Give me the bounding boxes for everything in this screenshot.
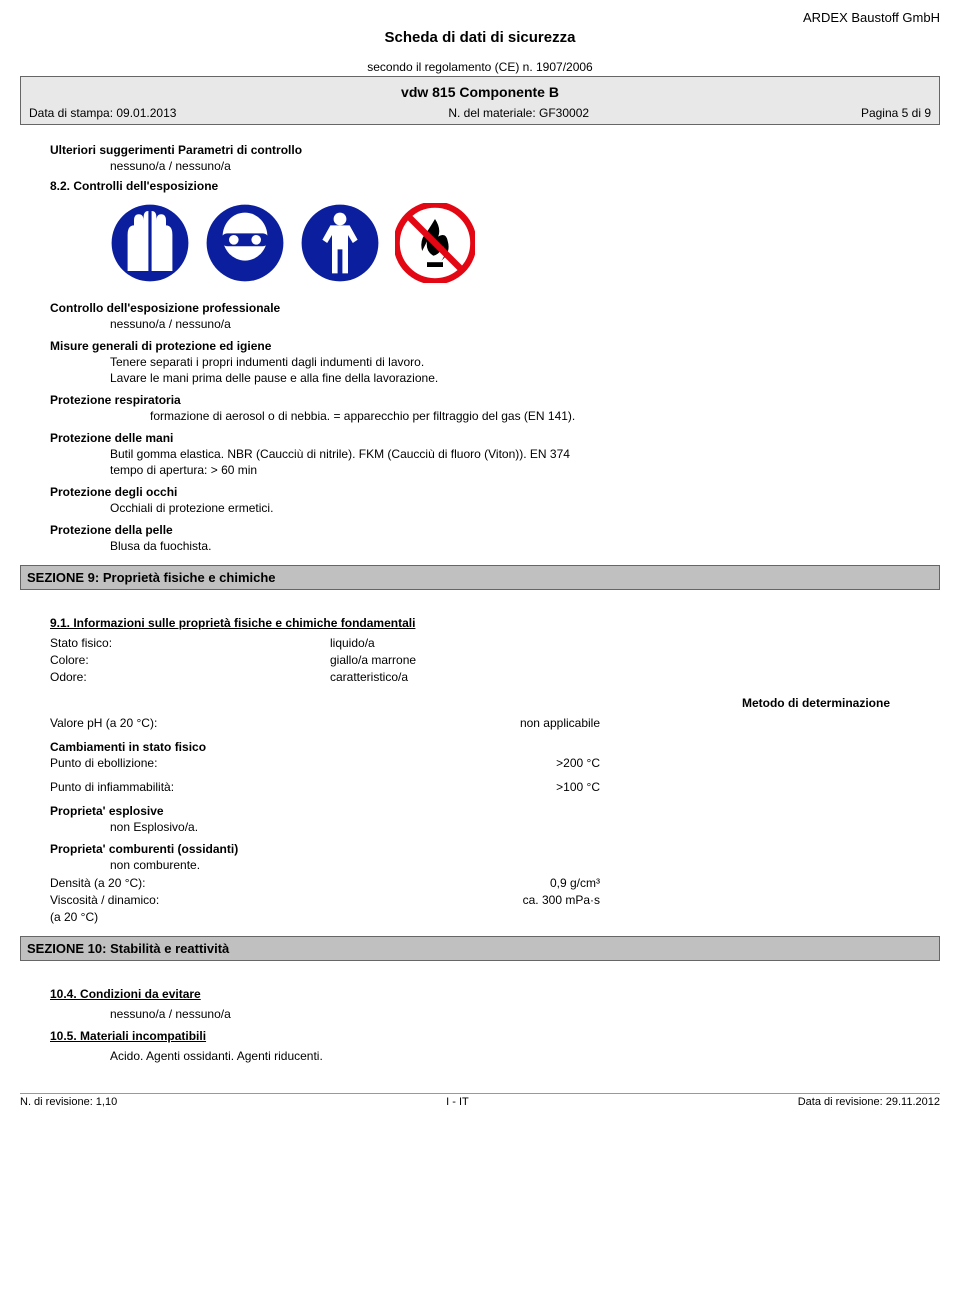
- main-content: Ulteriori suggerimenti Parametri di cont…: [20, 125, 940, 553]
- row-odore: Odore: caratteristico/a: [50, 670, 910, 684]
- infiam-value: >100 °C: [330, 780, 770, 794]
- no-fire-icon: [395, 203, 475, 283]
- section-10-header: SEZIONE 10: Stabilità e reattività: [20, 936, 940, 961]
- document-title: Scheda di dati di sicurezza: [20, 29, 940, 46]
- row-eboll: Punto di ebollizione: >200 °C: [50, 756, 910, 770]
- header-meta-row: Data di stampa: 09.01.2013 N. del materi…: [29, 106, 931, 120]
- eboll-label: Punto di ebollizione:: [50, 756, 330, 770]
- pelle-text: Blusa da fuochista.: [110, 539, 910, 553]
- mani-title: Protezione delle mani: [50, 431, 910, 445]
- dens-value: 0,9 g/cm³: [330, 876, 770, 890]
- pelle-title: Protezione della pelle: [50, 523, 910, 537]
- s104-title: 10.4. Condizioni da evitare: [50, 987, 910, 1001]
- footer: N. di revisione: 1,10 I - IT Data di rev…: [20, 1093, 940, 1108]
- row-visc: Viscosità / dinamico: ca. 300 mPa·s: [50, 893, 910, 907]
- s104-value: nessuno/a / nessuno/a: [110, 1007, 910, 1021]
- comb-value: non comburente.: [110, 858, 910, 872]
- row-dens: Densità (a 20 °C): 0,9 g/cm³: [50, 876, 910, 890]
- s82-title: 8.2. Controlli dell'esposizione: [50, 179, 910, 193]
- odore-label: Odore:: [50, 670, 330, 684]
- visc-label2: (a 20 °C): [50, 910, 330, 924]
- igiene-line1: Tenere separati i propri indumenti dagli…: [110, 355, 910, 369]
- mani-line2: tempo di apertura: > 60 min: [110, 463, 910, 477]
- stato-label: Stato fisico:: [50, 636, 330, 650]
- resp-title: Protezione respiratoria: [50, 393, 910, 407]
- method-label: Metodo di determinazione: [50, 696, 910, 710]
- pictogram-row: [110, 203, 910, 283]
- espl-value: non Esplosivo/a.: [110, 820, 910, 834]
- s81-text: nessuno/a / nessuno/a: [110, 159, 910, 173]
- colore-value: giallo/a marrone: [330, 653, 570, 667]
- gloves-icon: [110, 203, 190, 283]
- prof-text: nessuno/a / nessuno/a: [110, 317, 910, 331]
- s105-value: Acido. Agenti ossidanti. Agenti riducent…: [110, 1049, 910, 1063]
- s81-title: Ulteriori suggerimenti Parametri di cont…: [50, 143, 910, 157]
- goggles-icon: [205, 203, 285, 283]
- footer-right: Data di revisione: 29.11.2012: [798, 1096, 940, 1108]
- ph-label: Valore pH (a 20 °C):: [50, 716, 330, 730]
- igiene-title: Misure generali di protezione ed igiene: [50, 339, 910, 353]
- occhi-title: Protezione degli occhi: [50, 485, 910, 499]
- igiene-line2: Lavare le mani prima delle pause e alla …: [110, 371, 910, 385]
- prof-title: Controllo dell'esposizione professionale: [50, 301, 910, 315]
- row-stato: Stato fisico: liquido/a: [50, 636, 910, 650]
- visc-label: Viscosità / dinamico:: [50, 893, 330, 907]
- ph-value: non applicabile: [330, 716, 770, 730]
- occhi-text: Occhiali di protezione ermetici.: [110, 501, 910, 515]
- section-9-content: 9.1. Informazioni sulle proprietà fisich…: [20, 598, 940, 924]
- s105-title: 10.5. Materiali incompatibili: [50, 1029, 910, 1043]
- print-date: Data di stampa: 09.01.2013: [29, 106, 176, 120]
- header-box: vdw 815 Componente B Data di stampa: 09.…: [20, 76, 940, 125]
- visc-value: ca. 300 mPa·s: [330, 893, 770, 907]
- page-info: Pagina 5 di 9: [861, 106, 931, 120]
- material-number: N. del materiale: GF30002: [448, 106, 589, 120]
- infiam-label: Punto di infiammabilità:: [50, 780, 330, 794]
- row-infiam: Punto di infiammabilità: >100 °C: [50, 780, 910, 794]
- comb-title: Proprieta' comburenti (ossidanti): [50, 842, 910, 856]
- cambi-title: Cambiamenti in stato fisico: [50, 740, 910, 754]
- mani-line1: Butil gomma elastica. NBR (Caucciù di ni…: [110, 447, 910, 461]
- s91-title: 9.1. Informazioni sulle proprietà fisich…: [50, 616, 910, 630]
- odore-value: caratteristico/a: [330, 670, 570, 684]
- coverall-icon: [300, 203, 380, 283]
- colore-label: Colore:: [50, 653, 330, 667]
- footer-left: N. di revisione: 1,10: [20, 1096, 117, 1108]
- dens-label: Densità (a 20 °C):: [50, 876, 330, 890]
- row-visc2: (a 20 °C): [50, 910, 910, 924]
- eboll-value: >200 °C: [330, 756, 770, 770]
- regulation-text: secondo il regolamento (CE) n. 1907/2006: [20, 60, 940, 74]
- section-10-content: 10.4. Condizioni da evitare nessuno/a / …: [20, 969, 940, 1063]
- row-colore: Colore: giallo/a marrone: [50, 653, 910, 667]
- espl-title: Proprieta' esplosive: [50, 804, 910, 818]
- footer-center: I - IT: [446, 1096, 469, 1108]
- resp-text: formazione di aerosol o di nebbia. = app…: [150, 409, 910, 423]
- row-ph: Valore pH (a 20 °C): non applicabile: [50, 716, 910, 730]
- product-name: vdw 815 Componente B: [29, 81, 931, 106]
- stato-value: liquido/a: [330, 636, 570, 650]
- company-name: ARDEX Baustoff GmbH: [20, 10, 940, 25]
- section-9-header: SEZIONE 9: Proprietà fisiche e chimiche: [20, 565, 940, 590]
